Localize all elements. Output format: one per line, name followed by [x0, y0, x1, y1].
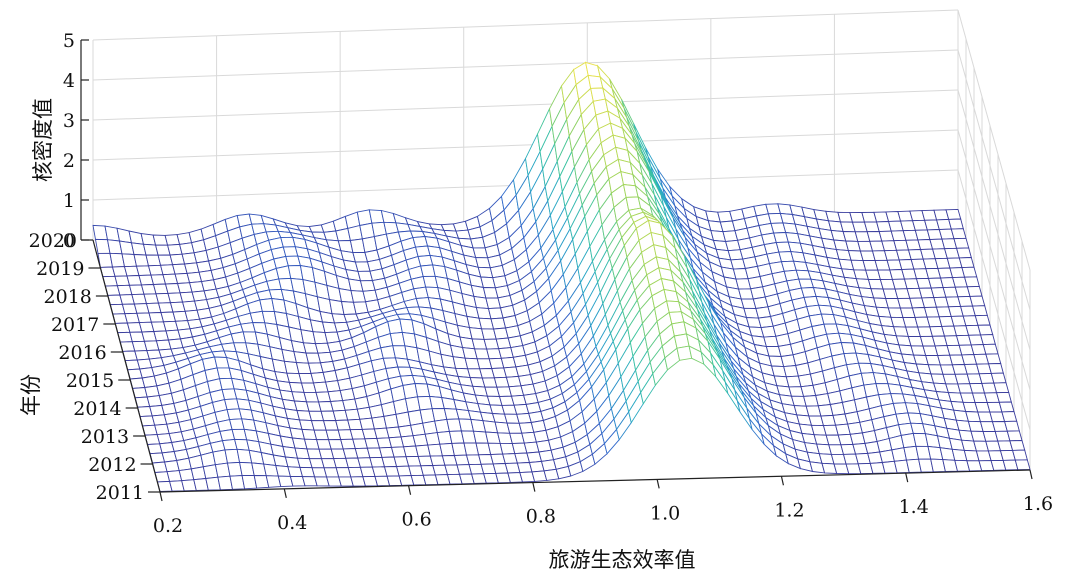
x-axis-line	[159, 469, 1031, 493]
z-tick-label: 1	[63, 190, 75, 212]
surface-cell	[982, 343, 999, 355]
surface-cell	[956, 247, 972, 259]
year-tick-label: 2019	[36, 258, 84, 280]
z-tick-label: 4	[63, 70, 75, 92]
x-tick-label: 1.2	[774, 499, 804, 521]
surface-cell	[1001, 411, 1018, 422]
side-wall-grid-z	[957, 89, 1031, 351]
back-wall-grid-z	[92, 49, 959, 81]
side-wall-grid-z	[957, 9, 1031, 271]
side-wall-grid-z	[957, 169, 1031, 431]
surface-cell	[948, 218, 964, 230]
x-tick-label: 1.0	[650, 502, 680, 524]
surface-cell	[953, 237, 970, 249]
x-tick-mark	[159, 491, 163, 502]
surface-cell	[958, 257, 975, 269]
surface-cell	[969, 295, 986, 307]
z-tick-label: 5	[63, 30, 75, 52]
x-tick-label: 0.6	[401, 509, 431, 531]
x-tick-mark	[780, 476, 785, 486]
year-tick-label: 2018	[44, 286, 92, 308]
z-axis-title: 核密度值	[31, 98, 55, 182]
year-axis-title: 年份	[19, 374, 43, 416]
surface-cell	[945, 208, 962, 220]
x-tick-mark	[283, 488, 287, 498]
year-axis-line	[92, 239, 161, 493]
x-tick-label: 1.4	[899, 496, 929, 518]
surface-cell	[980, 334, 996, 346]
surface-cell	[972, 305, 988, 317]
surface-cell	[585, 61, 601, 78]
x-tick-mark	[656, 479, 660, 489]
x-tick-mark	[1029, 469, 1033, 480]
surface-cell	[1006, 430, 1023, 442]
x-tick-mark	[532, 482, 536, 492]
year-tick-label: 2017	[51, 314, 99, 336]
surface-cell	[950, 228, 967, 240]
side-wall-grid-z	[957, 129, 1031, 391]
x-tick-mark	[407, 485, 412, 495]
surface-cell	[988, 363, 1004, 374]
year-tick-label: 2015	[66, 370, 114, 392]
back-wall-grid-z	[92, 9, 959, 41]
surface-cell	[996, 391, 1012, 403]
side-wall-grid-z	[957, 49, 1031, 311]
surface-cell	[998, 401, 1015, 413]
z-tick-label: 0	[63, 230, 75, 252]
surface-cell	[993, 382, 1010, 394]
surface-cell	[964, 276, 980, 288]
year-tick-label: 2014	[73, 398, 121, 420]
surface-cell	[985, 353, 1002, 365]
surface-cell	[974, 314, 991, 326]
axis-layer: 0.2 0.4 0.6 0.8 1.0 1.2 1.4 1.62011201220132014…	[29, 30, 1053, 537]
z-tick-label: 2	[63, 150, 75, 172]
surface-cell	[977, 324, 994, 336]
z-tick-label: 3	[63, 110, 75, 132]
surface-cell	[380, 209, 397, 224]
surface-cell	[966, 285, 983, 297]
year-tick-label: 2020	[29, 230, 77, 252]
surface-cell	[1014, 459, 1031, 471]
surface-mesh	[92, 61, 1031, 492]
x-axis-title: 旅游生态效率值	[549, 548, 696, 572]
x-tick-label: 0.4	[277, 512, 307, 534]
year-tick-label: 2016	[58, 342, 106, 364]
x-tick-label: 1.6	[1023, 493, 1053, 515]
surface-cell	[1004, 420, 1020, 432]
surface-cell	[961, 266, 978, 278]
x-tick-label: 0.2	[153, 515, 183, 537]
x-tick-mark	[905, 473, 909, 483]
grid-layer	[92, 9, 1031, 471]
year-tick-label: 2012	[88, 454, 136, 476]
surface-cell	[1009, 440, 1026, 451]
surface-cell	[1012, 449, 1028, 461]
label-layer: 旅游生态效率值 年份 核密度值	[19, 98, 696, 572]
back-wall-grid-z	[92, 89, 959, 121]
x-tick-label: 0.8	[526, 506, 556, 528]
surface-cell	[990, 372, 1007, 384]
year-tick-label: 2011	[96, 482, 144, 504]
back-wall-grid-z	[92, 129, 959, 161]
year-tick-label: 2013	[81, 426, 129, 448]
